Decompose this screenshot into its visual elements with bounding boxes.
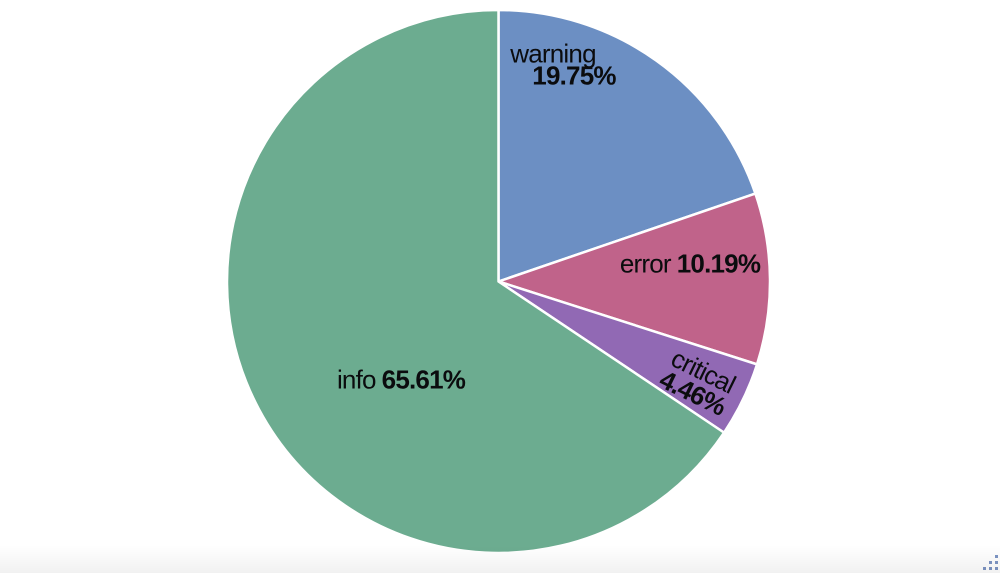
pie-slice-error[interactable] <box>497 192 772 366</box>
resize-dots-row <box>983 567 998 570</box>
resize-dots-row <box>995 555 998 558</box>
pie-slice-info[interactable] <box>225 8 726 555</box>
panel-resize-handle-icon[interactable] <box>983 555 998 570</box>
resize-dots-row <box>989 561 998 564</box>
pie-slice-warning[interactable] <box>497 8 757 283</box>
